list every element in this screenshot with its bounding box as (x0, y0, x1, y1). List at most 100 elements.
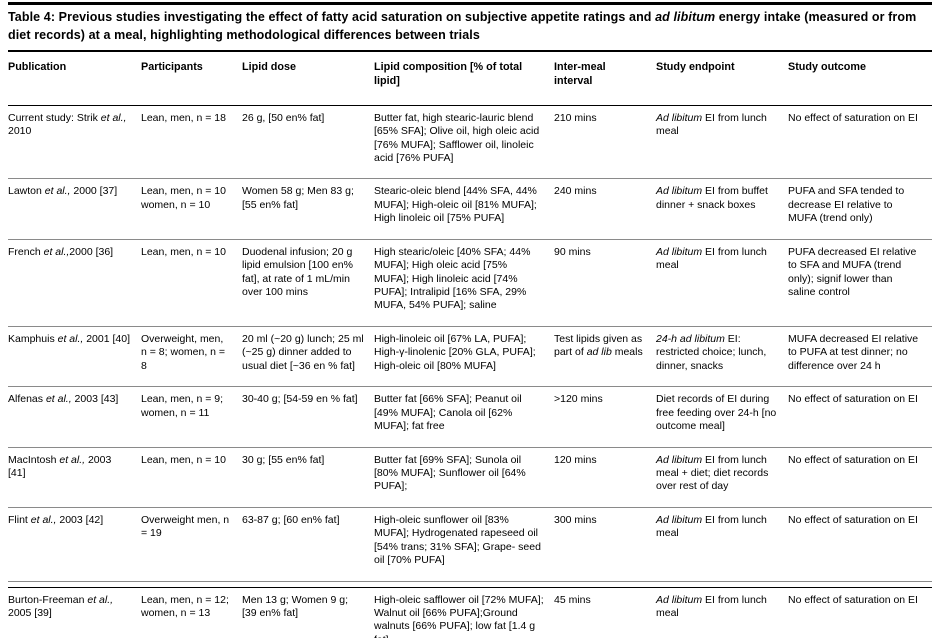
text-segment: 2003 [43] (71, 393, 119, 406)
italic-text-segment: 24-h ad libitum (656, 332, 725, 345)
column-header-lipid-dose: Lipid dose (242, 52, 374, 106)
cell-publication: Burton-Freeman et al., 2005 [39] (8, 587, 141, 638)
cell-study-endpoint: Ad libitum EI from lunch meal (656, 239, 788, 327)
text-segment: Burton-Freeman (8, 593, 88, 606)
cell-participants: Lean, men, n = 10 women, n = 10 (141, 178, 242, 240)
cell-participants: Lean, men, n = 12; women, n = 13 (141, 587, 242, 638)
table-body-main: Current study: Strik et al., 2010 Lean, m… (8, 105, 932, 582)
cell-participants: Lean, men, n = 9; women, n = 11 (141, 386, 242, 448)
cell-study-outcome: No effect of saturation on EI (788, 587, 932, 638)
text-segment: 2000 [36] (69, 245, 114, 258)
text-segment: 2005 [39] (8, 607, 52, 619)
table-title: Table 4: Previous studies investigating … (8, 5, 932, 50)
text-segment: EI from lunch meal (656, 513, 767, 540)
cell-study-outcome: MUFA decreased EI relative to PUFA at te… (788, 326, 932, 388)
italic-text-segment: ad libitum (655, 10, 716, 24)
cell-inter-meal-interval: >120 mins (554, 386, 656, 448)
column-header-participants: Participants (141, 52, 242, 106)
text-segment: EI from lunch meal (656, 593, 767, 619)
cell-lipid-dose: 30-40 g; [54-59 en % fat] (242, 386, 374, 448)
text-segment: Table 4: Previous studies investigating … (8, 10, 656, 24)
text-segment: Alfenas (8, 393, 46, 406)
text-segment: 2000 [37] (70, 185, 118, 198)
text-segment: MacIntosh (8, 453, 60, 466)
text-segment: energy intake (measured or from diet rec… (8, 10, 917, 42)
text-segment: Test lipids given as part of (554, 332, 643, 359)
text-segment: Flint (8, 513, 31, 526)
cell-lipid-dose: 26 g, [50 en% fat] (242, 105, 374, 180)
text-segment: Current study: Strik (8, 111, 101, 124)
title-rule (8, 50, 932, 52)
cell-study-endpoint: Ad libitum EI from lunch meal (656, 105, 788, 180)
text-segment: EI from lunch meal (656, 245, 767, 272)
cell-participants: Lean, men, n = 10 (141, 239, 242, 327)
cell-publication: MacIntosh et al., 2003 [41] (8, 447, 141, 508)
cell-inter-meal-interval: 300 mins (554, 507, 656, 582)
cell-publication: Alfenas et al., 2003 [43] (8, 386, 141, 448)
text-segment: EI: restricted choice; lunch, dinner, sn… (656, 332, 767, 372)
italic-text-segment: Ad libitum (656, 111, 703, 124)
cell-inter-meal-interval: Test lipids given as part of ad lib meal… (554, 326, 656, 388)
cell-inter-meal-interval: 90 mins (554, 239, 656, 327)
cell-participants: Overweight, men, n = 8; women, n = 8 (141, 326, 242, 388)
cell-publication: Current study: Strik et al., 2010 (8, 105, 141, 180)
text-segment: 2010 (8, 125, 32, 138)
text-segment: EI from lunch meal (656, 111, 767, 138)
cell-inter-meal-interval: 210 mins (554, 105, 656, 180)
cell-study-endpoint: Ad libitum EI from lunch meal + diet; di… (656, 447, 788, 508)
cell-lipid-composition: Butter fat [69% SFA]; Sunola oil [80% MU… (374, 447, 554, 508)
italic-text-segment: Ad libitum (656, 185, 703, 198)
cell-study-outcome: PUFA and SFA tended to decrease EI relat… (788, 178, 932, 240)
italic-text-segment: et al., (59, 453, 86, 466)
text-segment: 2003 [41] (8, 453, 112, 479)
section-divider-row (8, 580, 932, 588)
cell-inter-meal-interval: 120 mins (554, 447, 656, 508)
column-header-publication: Publication (8, 52, 141, 106)
cell-publication: Lawton et al., 2000 [37] (8, 178, 141, 240)
cell-lipid-dose: 20 ml (~20 g) lunch; 25 ml (~25 g) dinne… (242, 326, 374, 388)
table-body-secondary: Burton-Freeman et al., 2005 [39] Lean, me… (8, 587, 932, 638)
cell-lipid-composition: Stearic-oleic blend [44% SFA, 44% MUFA];… (374, 178, 554, 240)
italic-text-segment: et al., (30, 513, 57, 526)
italic-text-segment: et al., (57, 332, 84, 345)
cell-study-endpoint: 24-h ad libitum EI: restricted choice; l… (656, 326, 788, 388)
cell-lipid-composition: Butter fat [66% SFA]; Peanut oil [49% MU… (374, 386, 554, 448)
cell-lipid-composition: High stearic/oleic [40% SFA; 44% MUFA]; … (374, 239, 554, 327)
italic-text-segment: et al., (87, 593, 114, 606)
italic-text-segment: et al., (43, 245, 70, 258)
italic-text-segment: Ad libitum (656, 513, 703, 526)
table-header: Publication Participants Lipid dose Lipi… (8, 52, 932, 106)
table-header-row: Publication Participants Lipid dose Lipi… (8, 52, 932, 106)
column-header-study-endpoint: Study endpoint (656, 52, 788, 106)
cell-participants: Lean, men, n = 18 (141, 105, 242, 180)
cell-lipid-composition: High-oleic safflower oil [72% MUFA]; Wal… (374, 587, 554, 638)
cell-participants: Lean, men, n = 10 (141, 447, 242, 508)
cell-study-outcome: No effect of saturation on EI (788, 386, 932, 448)
italic-text-segment: et al., (45, 393, 72, 406)
cell-study-endpoint: Ad libitum EI from buffet dinner + snack… (656, 178, 788, 240)
cell-study-outcome: No effect of saturation on EI (788, 447, 932, 508)
italic-text-segment: Ad libitum (656, 593, 703, 606)
table-row: French et al.,2000 [36] Lean, men, n = 10… (8, 239, 932, 327)
cell-lipid-dose: 30 g; [55 en% fat] (242, 447, 374, 508)
text-segment: Lawton (8, 185, 45, 198)
italic-text-segment: et al., (44, 185, 71, 198)
text-segment: EI from lunch meal + diet; diet records … (656, 453, 769, 493)
cell-lipid-dose: Men 13 g; Women 9 g; [39 en% fat] (242, 587, 374, 638)
cell-lipid-composition: High-linoleic oil [67% LA, PUFA]; High-γ… (374, 326, 554, 388)
cell-inter-meal-interval: 240 mins (554, 178, 656, 240)
table-row: Flint et al., 2003 [42] Overweight men, n… (8, 507, 932, 582)
cell-study-outcome: No effect of saturation on EI (788, 507, 932, 582)
cell-lipid-dose: Duodenal infusion; 20 g lipid emulsion [… (242, 239, 374, 327)
table-row: Alfenas et al., 2003 [43] Lean, men, n = … (8, 386, 932, 448)
section-divider (8, 580, 932, 588)
cell-participants: Overweight men, n = 19 (141, 507, 242, 582)
cell-lipid-dose: Women 58 g; Men 83 g; [55 en% fat] (242, 178, 374, 240)
italic-text-segment: Ad libitum (656, 245, 703, 258)
column-header-study-outcome: Study outcome (788, 52, 932, 106)
column-header-lipid-composition: Lipid composition [% of total lipid] (374, 52, 554, 106)
table-row: Current study: Strik et al., 2010 Lean, m… (8, 105, 932, 180)
cell-publication: Kamphuis et al., 2001 [40] (8, 326, 141, 388)
table-row: MacIntosh et al., 2003 [41] Lean, men, n … (8, 447, 932, 508)
